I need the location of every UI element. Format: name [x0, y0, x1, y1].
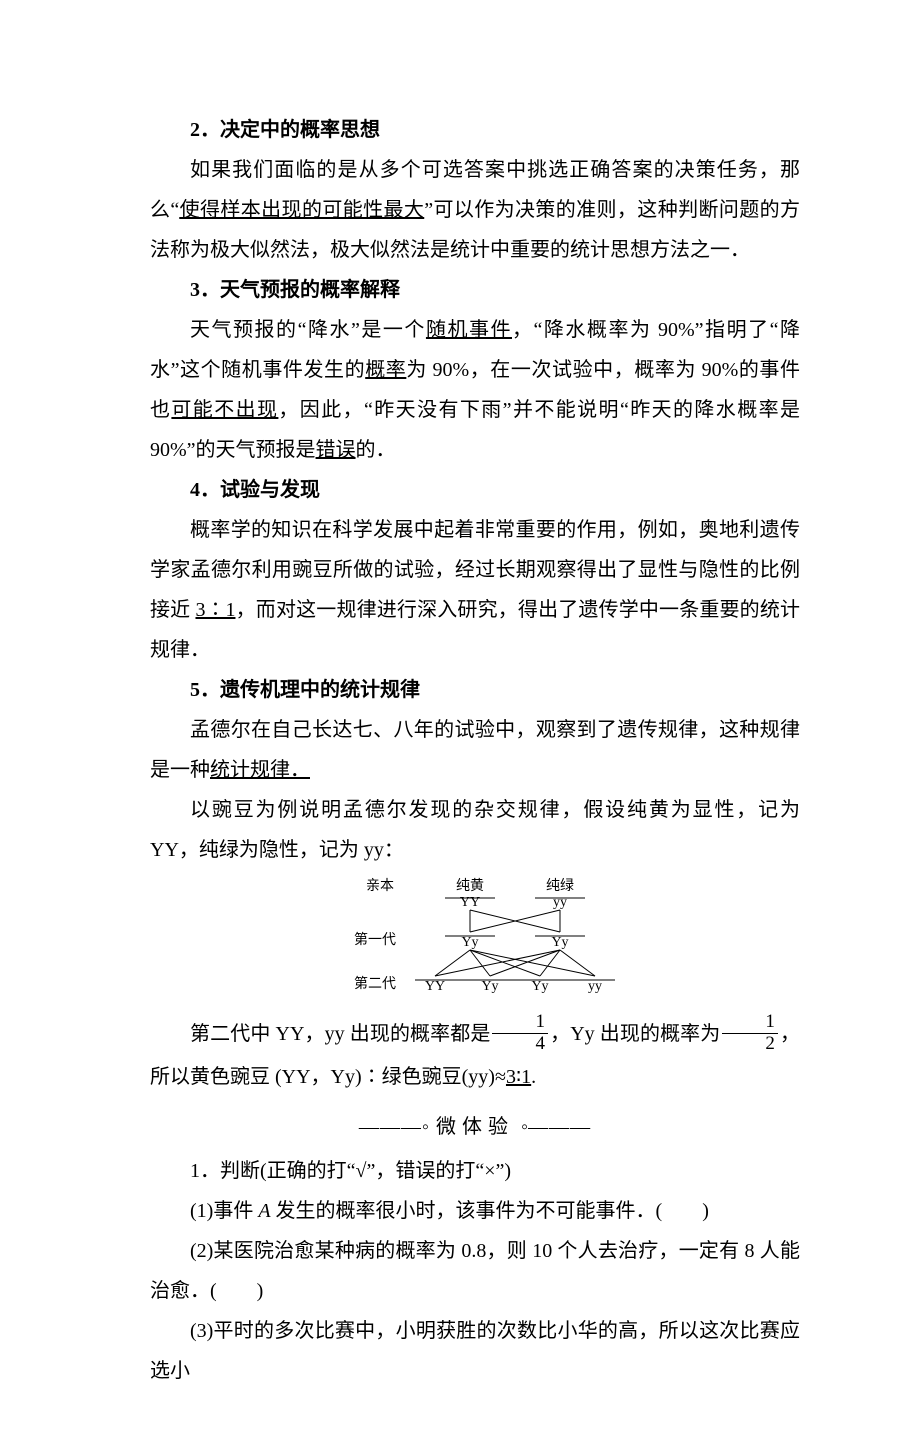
- divider-dash-right: ———: [528, 1116, 591, 1138]
- document-page: 2．决定中的概率思想 如果我们面临的是从多个可选答案中挑选正确答案的决策任务，那…: [0, 0, 920, 1451]
- exercise-1-heading: 1．判断(正确的打“√”，错误的打“×”): [150, 1151, 800, 1191]
- diagram-node-yy-b: yy: [588, 979, 602, 994]
- exercise-1-2: (2)某医院治愈某种病的概率为 0.8，则 10 个人去治疗，一定有 8 人能治…: [150, 1231, 800, 1311]
- underlined-text: 错误: [316, 439, 356, 461]
- diagram-node-Yy-b1: Yy: [481, 979, 498, 994]
- section-2-heading: 2．决定中的概率思想: [150, 110, 800, 150]
- divider-dash-left: ———: [359, 1116, 422, 1138]
- diagram-node-Yy-r: Yy: [551, 935, 568, 950]
- text-segment: 发生的概率很小时，该事件为不可能事件．( ): [271, 1200, 709, 1222]
- divider-label: 微体验: [436, 1116, 514, 1138]
- diagram-node-Yy-l: Yy: [461, 935, 478, 950]
- fraction-1-2: 12: [722, 1012, 778, 1055]
- text-segment: (1)事件: [190, 1200, 258, 1222]
- event-variable: A: [258, 1200, 270, 1222]
- section-divider: ———◦ 微体验 ◦———: [150, 1107, 800, 1147]
- underlined-text: 使得样本出现的可能性最大: [179, 199, 424, 221]
- text-segment: ，而对这一规律进行深入研究，得出了遗传学中一条重要的统计规律．: [150, 599, 800, 661]
- section-4-paragraph: 概率学的知识在科学发展中起着非常重要的作用，例如，奥地利遗传学家孟德尔利用豌豆所…: [150, 510, 800, 670]
- diagram-label-parent: 亲本: [366, 878, 394, 894]
- section-4-heading: 4．试验与发现: [150, 470, 800, 510]
- diagram-node-YY-b: YY: [425, 979, 445, 994]
- underlined-text: 统计规律．: [210, 759, 310, 781]
- underlined-text: 3∶1: [195, 599, 235, 621]
- section-3-heading: 3．天气预报的概率解释: [150, 270, 800, 310]
- text-segment: 的．: [356, 439, 396, 461]
- underlined-text: 概率: [365, 359, 406, 381]
- section-5-heading: 5．遗传机理中的统计规律: [150, 670, 800, 710]
- underlined-text: 随机事件: [426, 319, 512, 341]
- text-segment: 第二代中 YY，yy 出现的概率都是: [190, 1023, 490, 1045]
- text-segment: .: [531, 1066, 536, 1088]
- exercise-1-3: (3)平时的多次比赛中，小明获胜的次数比小华的高，所以这次比赛应选小: [150, 1311, 800, 1391]
- underlined-text: 3∶1: [506, 1066, 531, 1088]
- diagram-node-Yy-b2: Yy: [531, 979, 548, 994]
- section-5-paragraph-2: 以豌豆为例说明孟德尔发现的杂交规律，假设纯黄为显性，记为 YY，纯绿为隐性，记为…: [150, 790, 800, 870]
- diagram-label-green: 纯绿: [546, 878, 574, 894]
- fraction-1-4: 14: [492, 1012, 548, 1055]
- section-5-paragraph-1: 孟德尔在自己长达七、八年的试验中，观察到了遗传规律，这种规律是一种统计规律．: [150, 710, 800, 790]
- underlined-text: 可能不出现: [171, 399, 278, 421]
- diagram-node-yy-top: yy: [553, 895, 567, 910]
- section-3-paragraph: 天气预报的“降水”是一个随机事件，“降水概率为 90%”指明了“降水”这个随机事…: [150, 310, 800, 470]
- diagram-label-gen2: 第二代: [354, 975, 396, 992]
- text-segment: 天气预报的“降水”是一个: [190, 319, 426, 341]
- diagram-label-yellow: 纯黄: [456, 877, 484, 894]
- divider-symbol: ◦: [422, 1116, 429, 1138]
- exercise-1-1: (1)事件 A 发生的概率很小时，该事件为不可能事件．( ): [150, 1191, 800, 1231]
- section-2-paragraph: 如果我们面临的是从多个可选答案中挑选正确答案的决策任务，那么“使得样本出现的可能…: [150, 150, 800, 270]
- conclusion-paragraph: 第二代中 YY，yy 出现的概率都是14，Yy 出现的概率为12，所以黄色豌豆 …: [150, 1014, 800, 1097]
- text-segment: ，Yy 出现的概率为: [550, 1023, 720, 1045]
- genetics-diagram: 亲本 纯黄 纯绿 YY yy 第一代 Yy Yy: [150, 876, 800, 1010]
- diagram-label-gen1: 第一代: [354, 931, 396, 948]
- diagram-node-YY-top: YY: [460, 895, 480, 910]
